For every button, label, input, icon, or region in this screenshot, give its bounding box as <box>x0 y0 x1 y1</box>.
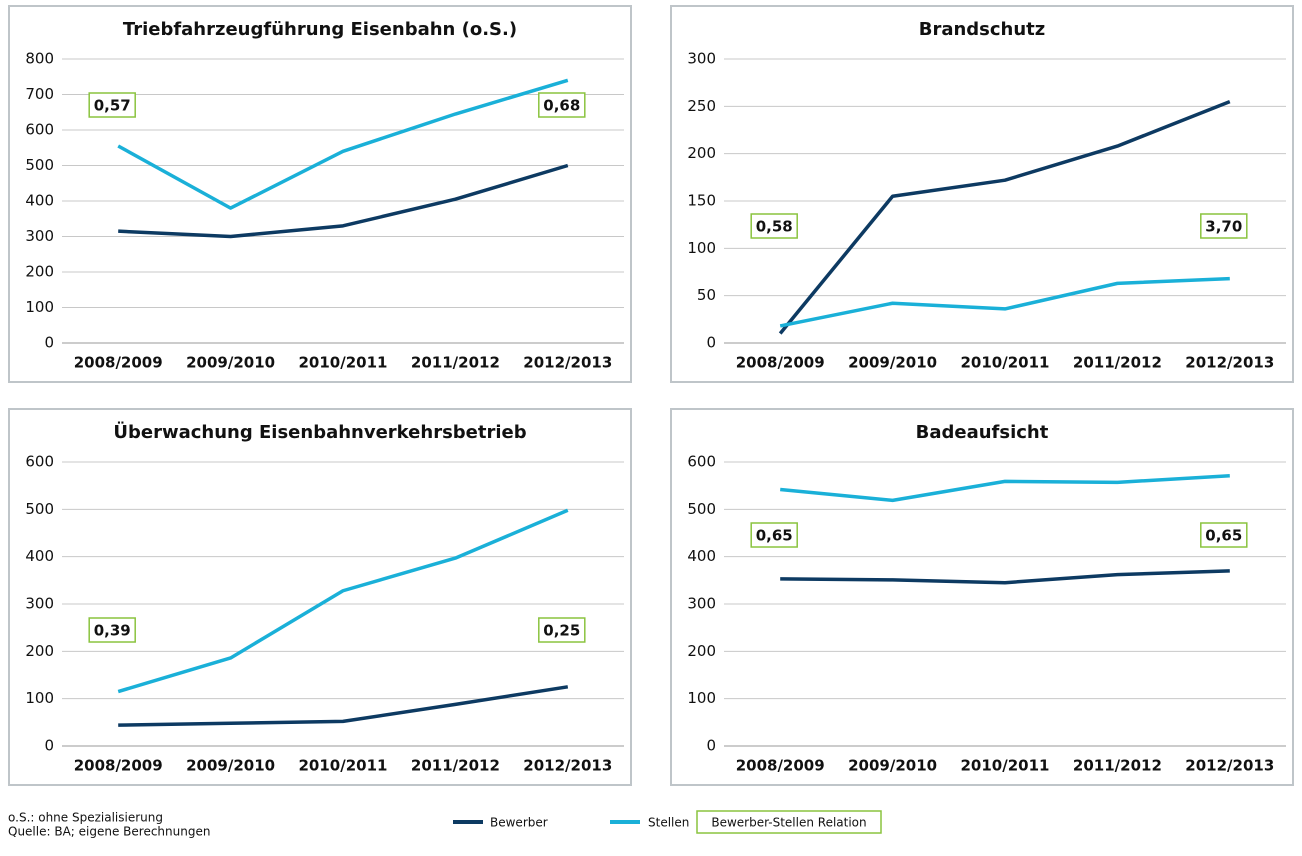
x-tick-label: 2011/2012 <box>1073 757 1162 775</box>
y-tick-label: 200 <box>687 144 716 162</box>
series-line <box>117 78 569 210</box>
y-tick-label: 50 <box>697 286 716 304</box>
chart-title: Brandschutz <box>919 19 1046 40</box>
y-tick-label: 600 <box>25 453 54 471</box>
x-tick-label: 2009/2010 <box>848 354 937 372</box>
series-line <box>780 473 1230 503</box>
y-tick-label: 0 <box>44 334 54 352</box>
x-tick-label: 2010/2011 <box>299 354 388 372</box>
chart-title: Triebfahrzeugführung Eisenbahn (o.S.) <box>123 19 517 40</box>
y-tick-label: 300 <box>25 227 54 245</box>
y-tick-label: 500 <box>687 500 716 518</box>
legend-label: Bewerber <box>490 816 548 830</box>
x-tick-label: 2009/2010 <box>186 354 275 372</box>
x-tick-label: 2012/2013 <box>523 354 612 372</box>
chart-panel: Triebfahrzeugführung Eisenbahn (o.S.) 0 10… <box>8 5 632 383</box>
relation-box <box>1200 213 1248 239</box>
y-tick-label: 500 <box>25 500 54 518</box>
relation-label: 0,39 <box>94 622 131 640</box>
y-tick-label: 400 <box>25 547 54 565</box>
relation-label: 0,65 <box>756 527 793 545</box>
y-tick-label: 200 <box>25 642 54 660</box>
x-tick-label: 2010/2011 <box>961 354 1050 372</box>
y-tick-label: 0 <box>706 334 716 352</box>
x-tick-label: 2012/2013 <box>1185 354 1274 372</box>
legend-label: Stellen <box>648 816 689 830</box>
y-tick-label: 200 <box>25 263 54 281</box>
relation-label: 0,25 <box>543 622 580 640</box>
y-tick-label: 300 <box>687 595 716 613</box>
y-tick-label: 0 <box>706 737 716 755</box>
y-tick-label: 100 <box>25 298 54 316</box>
x-tick-label: 2011/2012 <box>411 354 500 372</box>
y-tick-label: 100 <box>687 689 716 707</box>
chart-panel: Badeaufsicht 0 100 200 300 400 500 600 2008/2009… <box>670 408 1294 786</box>
relation-box <box>750 522 798 548</box>
x-tick-label: 2010/2011 <box>299 757 388 775</box>
x-tick-label: 2008/2009 <box>736 354 825 372</box>
series-line <box>778 99 1231 335</box>
relation-box <box>1200 522 1248 548</box>
y-tick-label: 400 <box>25 192 54 210</box>
panel-border <box>8 408 632 786</box>
relation-label: 0,58 <box>756 218 793 236</box>
relation-box <box>88 92 136 118</box>
y-tick-label: 400 <box>687 547 716 565</box>
chart-title: Überwachung Eisenbahnverkehrsbetrieb <box>113 421 526 443</box>
series-line <box>118 163 569 239</box>
x-tick-label: 2008/2009 <box>736 757 825 775</box>
y-tick-label: 600 <box>687 453 716 471</box>
x-tick-label: 2010/2011 <box>961 757 1050 775</box>
y-tick-label: 200 <box>687 642 716 660</box>
legend-relation-box <box>696 810 882 834</box>
y-tick-label: 100 <box>687 239 716 257</box>
relation-label: 3,70 <box>1205 218 1242 236</box>
x-tick-label: 2009/2010 <box>848 757 937 775</box>
source-note: Quelle: BA; eigene Berechnungen <box>8 825 210 839</box>
y-tick-label: 150 <box>687 192 716 210</box>
y-tick-label: 0 <box>44 737 54 755</box>
relation-label: 0,57 <box>94 97 131 115</box>
panel-border <box>670 408 1294 786</box>
y-tick-label: 300 <box>25 595 54 613</box>
x-tick-label: 2009/2010 <box>186 757 275 775</box>
y-tick-label: 600 <box>25 121 54 139</box>
relation-label: 0,65 <box>1205 527 1242 545</box>
x-tick-label: 2012/2013 <box>1185 757 1274 775</box>
y-tick-label: 700 <box>25 85 54 103</box>
chart-panel: Brandschutz 0 50 100 150 200 250 300 2008/2009 20… <box>670 5 1294 383</box>
x-tick-label: 2011/2012 <box>1073 354 1162 372</box>
relation-box <box>750 213 798 239</box>
panel-border <box>8 5 632 383</box>
y-tick-label: 100 <box>25 689 54 707</box>
legend-label: Bewerber-Stellen Relation <box>711 816 866 830</box>
relation-label: 0,68 <box>543 97 580 115</box>
y-tick-label: 250 <box>687 97 716 115</box>
relation-box <box>538 92 586 118</box>
relation-box <box>88 617 136 643</box>
series-line <box>779 276 1230 328</box>
chart-panel: Überwachung Eisenbahnverkehrsbetrieb 0 100… <box>8 408 632 786</box>
chart-title: Badeaufsicht <box>916 422 1049 443</box>
series-line <box>117 508 569 694</box>
series-line <box>780 569 1230 585</box>
panel-border <box>670 5 1294 383</box>
x-tick-label: 2008/2009 <box>74 757 163 775</box>
y-tick-label: 800 <box>25 50 54 68</box>
footnote: o.S.: ohne Spezialisierung <box>8 811 163 825</box>
series-line <box>118 685 569 727</box>
y-tick-label: 300 <box>687 50 716 68</box>
x-tick-label: 2011/2012 <box>411 757 500 775</box>
relation-box <box>538 617 586 643</box>
x-tick-label: 2008/2009 <box>74 354 163 372</box>
y-tick-label: 500 <box>25 156 54 174</box>
x-tick-label: 2012/2013 <box>523 757 612 775</box>
